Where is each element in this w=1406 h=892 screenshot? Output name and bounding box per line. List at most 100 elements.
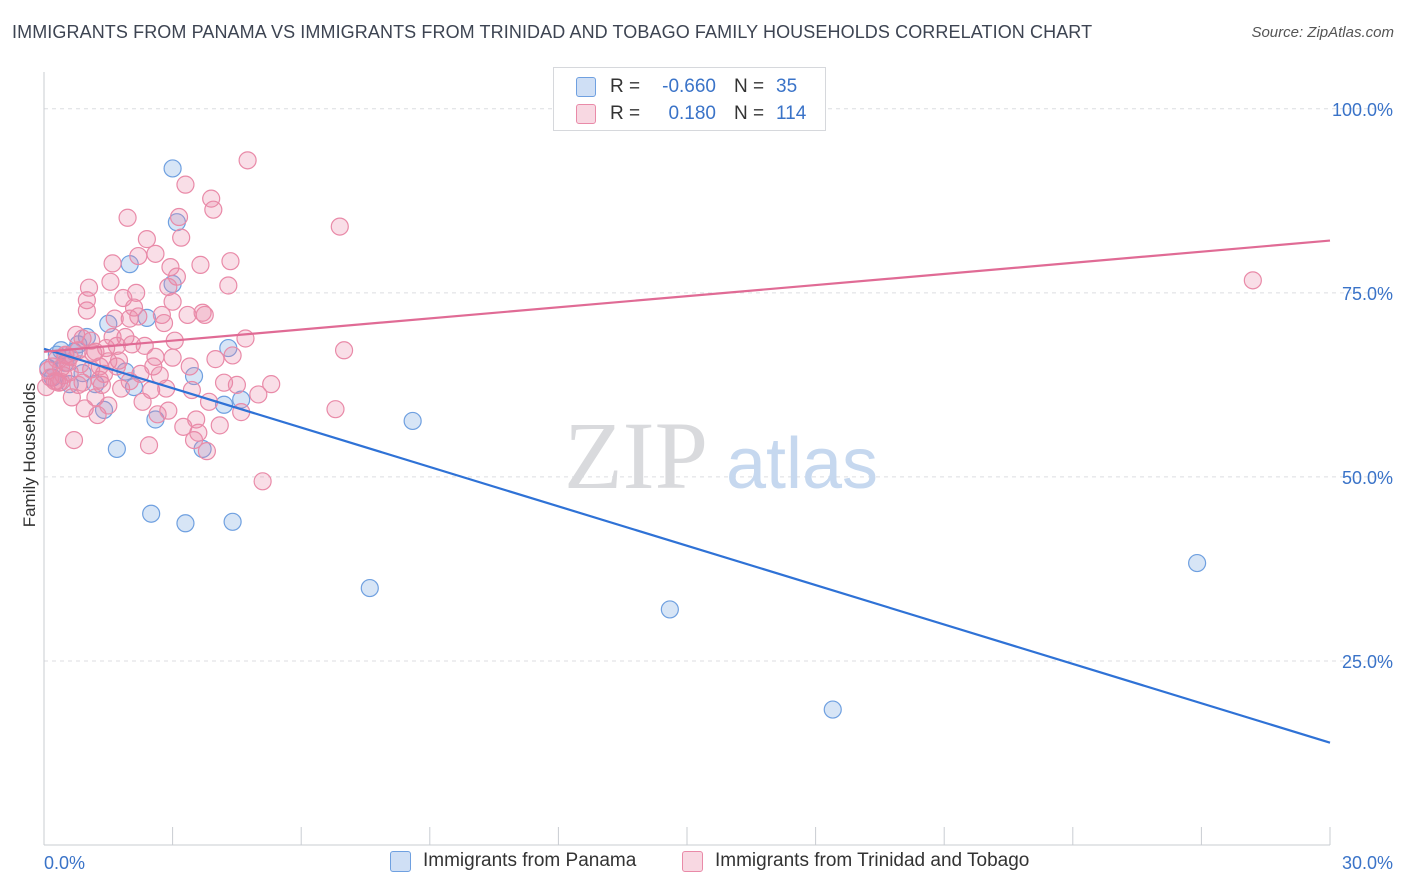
legend-label-trinidad: Immigrants from Trinidad and Tobago: [715, 850, 1030, 871]
n-label: N =: [734, 103, 765, 124]
trinidad-point: [118, 208, 137, 227]
trinidad-point: [137, 230, 156, 249]
trinidad-point: [101, 272, 120, 291]
trinidad-point: [64, 430, 84, 450]
trinidad-trend-line: [43, 239, 1331, 353]
r-value: -0.660: [662, 76, 716, 97]
trinidad-point: [236, 329, 255, 348]
stats-swatch-trinidad: [576, 104, 596, 124]
tick-labels: 25.0% 50.0% 75.0% 100.0% 0.0% 30.0%: [44, 100, 1393, 873]
trinidad-point: [129, 307, 148, 326]
legend-swatch-trinidad: [682, 850, 703, 872]
trinidad-point: [330, 217, 349, 236]
trinidad-point: [227, 375, 246, 394]
trinidad-point: [172, 228, 191, 247]
panama-point: [360, 578, 379, 598]
trinidad-point: [223, 346, 242, 365]
trinidad-point: [202, 189, 221, 208]
r-value: 0.180: [668, 103, 716, 124]
panama-point: [223, 512, 242, 531]
y-tick-label: 100.0%: [1332, 100, 1393, 120]
watermark-zip: ZIP: [564, 402, 708, 509]
n-label: N =: [734, 76, 765, 97]
trinidad-point: [79, 278, 99, 297]
panama-point: [184, 366, 204, 386]
trend-lines: [43, 239, 1331, 744]
trinidad-point: [146, 244, 165, 263]
trinidad-point: [187, 410, 206, 429]
panama-point: [163, 159, 182, 178]
watermark: ZIP atlas: [564, 402, 878, 509]
trinidad-point: [139, 436, 159, 455]
trinidad-point: [1243, 271, 1262, 290]
trinidad-point: [163, 348, 182, 367]
trinidad-point: [334, 341, 354, 360]
source-label: Source: ZipAtlas.com: [1251, 24, 1394, 41]
trinidad-point: [238, 151, 257, 170]
trinidad-point: [124, 298, 144, 317]
trinidad-point: [180, 357, 199, 376]
trinidad-point: [129, 246, 148, 266]
legend-item-trinidad[interactable]: Immigrants from Trinidad and Tobago: [682, 850, 1029, 872]
trinidad-point: [178, 305, 197, 325]
trinidad-point: [105, 309, 124, 328]
trinidad-point: [159, 401, 178, 420]
trinidad-point: [52, 372, 71, 392]
trinidad-point: [127, 283, 146, 302]
trinidad-point: [103, 327, 122, 347]
trinidad-point: [204, 200, 223, 219]
panama-point: [660, 600, 679, 619]
trinidad-point: [154, 313, 174, 333]
panama-point: [403, 411, 422, 431]
trinidad-point: [210, 416, 229, 435]
trinidad-point: [146, 347, 165, 367]
watermark-atlas: atlas: [726, 424, 878, 504]
r-label: R =: [610, 76, 641, 97]
y-tick-label: 50.0%: [1342, 468, 1393, 488]
n-value: 114: [776, 103, 807, 124]
trinidad-point: [71, 355, 90, 374]
panama-point: [823, 700, 842, 719]
legend-item-panama[interactable]: Immigrants from Panama: [390, 850, 636, 872]
panama-trend-line: [43, 347, 1331, 744]
trinidad-point: [169, 207, 189, 227]
stats-row-panama: R = -0.660 N = 35: [576, 75, 797, 99]
panama-point: [1188, 553, 1207, 573]
trinidad-point: [99, 352, 118, 371]
trinidad-point: [189, 423, 208, 442]
trinidad-point: [262, 375, 281, 394]
trinidad-point: [249, 385, 268, 404]
trinidad-point: [161, 257, 180, 277]
trinidad-point: [326, 400, 345, 419]
x-tick-label: 0.0%: [44, 853, 85, 873]
r-label: R =: [610, 103, 641, 124]
stats-swatch-panama: [576, 77, 596, 97]
trinidad-point: [69, 375, 88, 394]
trinidad-point: [253, 472, 272, 491]
chart-title: IMMIGRANTS FROM PANAMA VS IMMIGRANTS FRO…: [12, 22, 1093, 42]
trinidad-point: [206, 350, 225, 369]
trinidad-point: [197, 442, 216, 461]
trinidad-point: [221, 252, 240, 271]
y-tick-label: 25.0%: [1342, 652, 1393, 672]
trinidad-point: [148, 405, 167, 424]
legend-label-panama: Immigrants from Panama: [423, 850, 637, 871]
trinidad-point: [191, 255, 210, 274]
trinidad-point: [163, 292, 182, 311]
trinidad-point: [219, 276, 238, 295]
panama-point: [176, 514, 195, 533]
gridlines: [44, 108, 1392, 662]
trinidad-point: [73, 329, 92, 348]
panama-point: [142, 504, 161, 523]
trinidad-point: [195, 305, 214, 325]
panama-point: [107, 439, 126, 459]
trinidad-point: [77, 301, 96, 320]
y-tick-label: 75.0%: [1342, 284, 1393, 304]
trinidad-point: [176, 175, 195, 194]
stats-row-trinidad: R = 0.180 N = 114: [576, 102, 806, 126]
trinidad-point: [99, 396, 118, 415]
stats-box: R = -0.660 N = 35 R = 0.180 N = 114: [553, 67, 826, 131]
trinidad-point: [103, 254, 122, 273]
x-tick-label: 30.0%: [1342, 853, 1393, 873]
